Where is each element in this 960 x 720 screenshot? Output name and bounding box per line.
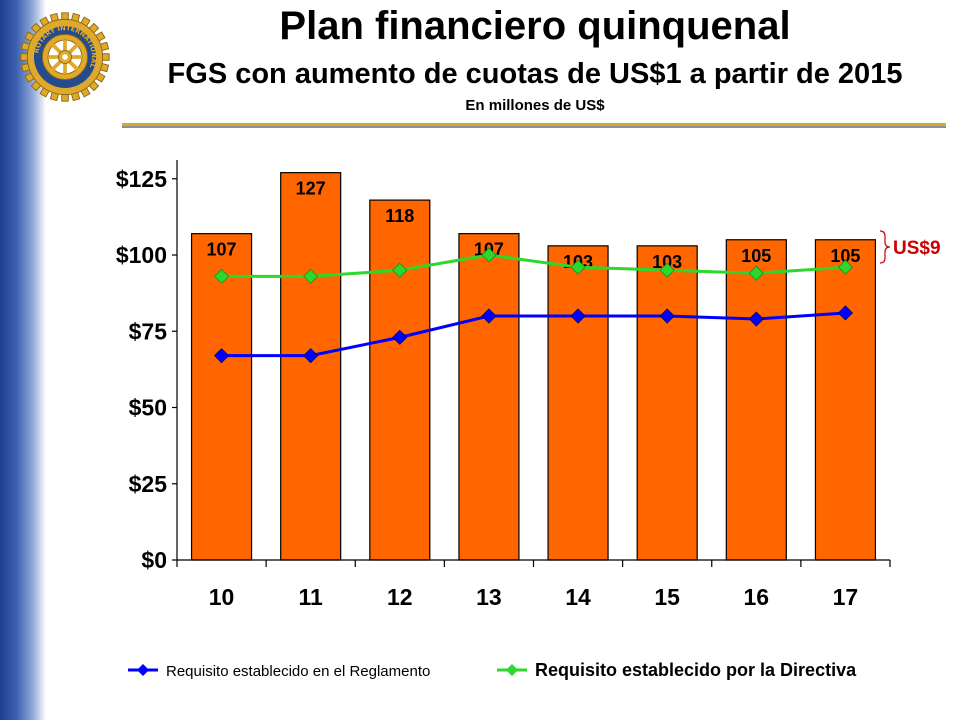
annotation-bracket [879,230,891,264]
x-tick-label: 12 [387,584,413,610]
rotary-wheel-icon: ROTARY INTERNATIONAL [20,12,110,102]
side-gradient-bar [0,0,46,720]
bar-data-label: 103 [652,252,682,272]
series-2-point [748,265,764,281]
y-tick-label: $100 [116,242,167,268]
x-tick-label: 16 [744,584,770,610]
series-line-2 [221,253,846,278]
series-1-point [303,348,319,364]
header-divider [122,123,946,128]
bar-13 [458,233,520,561]
legend-marker-2 [506,664,518,676]
bar-10 [190,233,253,561]
x-tick-label: 17 [833,584,859,610]
series-2-point [481,247,497,263]
bar-data-label: 127 [296,179,326,199]
series-2-point [213,268,230,284]
x-tick-label: 13 [476,584,502,610]
bar-12 [369,199,431,561]
y-tick-label: $25 [129,471,168,497]
bar-11 [280,172,342,561]
x-tick-label: 10 [209,584,235,610]
y-tick-label: $75 [129,318,168,344]
page-subtitle: FGS con aumento de cuotas de US$1 a part… [167,58,903,90]
bar-data-label: 118 [385,206,414,226]
series-1-point [570,308,586,324]
bar-15 [636,245,698,561]
y-tick-label: $50 [129,395,167,421]
y-tick-label: $0 [141,547,167,573]
series-2-point [659,262,675,278]
series-2-point [837,259,854,275]
legend-marker-1 [137,664,149,676]
page-title: Plan financiero quinquenal [279,4,791,48]
unit-note: En millones de US$ [465,97,605,114]
x-tick-label: 14 [565,584,591,610]
series-1-point [481,308,497,324]
series-2-point [570,259,586,275]
series-line-1 [221,311,846,358]
series-1-point [213,348,230,364]
x-tick-label: 15 [654,584,680,610]
annotation-label: US$9 [893,238,941,259]
legend-label-1: Requisito establecido en el Reglamento [166,663,430,680]
bar-data-label: 105 [741,246,771,266]
series-1-point [748,311,764,327]
series-1-point [837,305,854,321]
bar-data-label: 105 [830,246,860,266]
series-1-point [659,308,675,324]
legend-label-2: Requisito establecido por la Directiva [535,660,857,680]
series-2-point [303,268,319,284]
x-tick-label: 11 [299,584,324,610]
y-tick-label: $125 [116,166,167,192]
bar-data-label: 107 [207,240,237,260]
series-2-point [392,262,408,278]
bar-14 [547,245,609,561]
bar-17 [814,239,877,561]
bar-16 [725,239,787,561]
series-1-point [392,329,408,345]
